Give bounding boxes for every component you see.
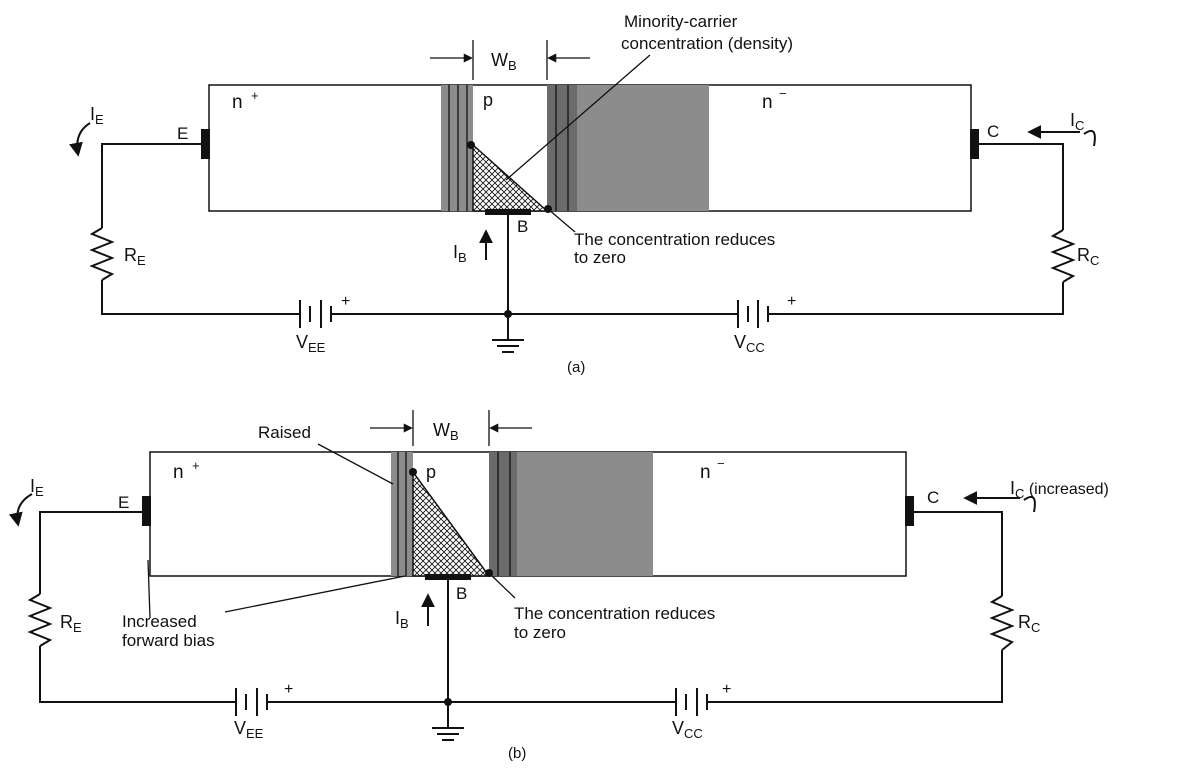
emitter-region-label-b: n bbox=[173, 462, 184, 483]
base-current-b: IB bbox=[395, 608, 409, 631]
density-label-a-line2: concentration (density) bbox=[621, 34, 793, 53]
zero-label-b: The concentration reduces bbox=[514, 604, 715, 623]
collector-contact-a bbox=[970, 129, 979, 159]
vee-label-a: VEE bbox=[296, 332, 326, 355]
emitter-resistor-label-b: RE bbox=[60, 612, 82, 635]
emitter-resistor-label-a: RE bbox=[124, 245, 146, 268]
zero-label-b-line2: to zero bbox=[514, 623, 566, 642]
emitter-terminal-b: E bbox=[118, 493, 129, 512]
emitter-contact-b bbox=[142, 496, 151, 526]
zero-label-a-line2: to zero bbox=[574, 248, 626, 267]
ground-a bbox=[492, 339, 524, 353]
base-contact-a bbox=[485, 209, 531, 215]
panel-b: n + p n − WB Raised The concentration re… bbox=[8, 410, 1109, 762]
svg-text:+: + bbox=[341, 293, 350, 310]
base-width-label-b: WB bbox=[433, 420, 459, 443]
collector-terminal-b: C bbox=[927, 488, 939, 507]
svg-text:+: + bbox=[284, 681, 293, 698]
emitter-region-sup-a: + bbox=[251, 88, 259, 103]
vee-battery-b bbox=[235, 688, 268, 716]
collector-terminal-a: C bbox=[987, 122, 999, 141]
emitter-resistor-b bbox=[27, 593, 53, 647]
raised-label-b: Raised bbox=[258, 423, 311, 442]
base-region-label-a: p bbox=[483, 90, 493, 110]
collector-current-b: IC (increased) bbox=[1010, 478, 1109, 501]
density-label-a: Minority-carrier bbox=[624, 12, 738, 31]
svg-text:+: + bbox=[722, 681, 731, 698]
emitter-current-b: IE bbox=[30, 476, 44, 499]
emitter-terminal-a: E bbox=[177, 124, 188, 143]
base-current-a: IB bbox=[453, 242, 467, 265]
base-width-label-a: WB bbox=[491, 50, 517, 73]
collector-resistor-a bbox=[1050, 229, 1076, 283]
zero-label-a: The concentration reduces bbox=[574, 230, 775, 249]
caption-b: (b) bbox=[508, 745, 526, 762]
collector-region-label-a: n bbox=[762, 92, 773, 113]
collector-resistor-b bbox=[989, 595, 1015, 651]
eb-depletion-b bbox=[391, 452, 413, 576]
collector-current-a: IC bbox=[1070, 110, 1084, 133]
base-contact-b bbox=[425, 574, 471, 580]
svg-text:+: + bbox=[787, 293, 796, 310]
vcc-label-a: VCC bbox=[734, 332, 765, 355]
collector-region-label-b: n bbox=[700, 462, 711, 483]
eb-depletion-a bbox=[441, 85, 473, 211]
emitter-contact-a bbox=[201, 129, 210, 159]
vcc-battery-b bbox=[675, 688, 708, 716]
emitter-region-label-a: n bbox=[232, 92, 243, 113]
bias-label-b: Increased bbox=[122, 612, 197, 631]
emitter-current-a: IE bbox=[90, 104, 104, 127]
base-region-label-b: p bbox=[426, 462, 436, 482]
base-terminal-b: B bbox=[456, 584, 467, 603]
caption-a: (a) bbox=[567, 359, 585, 376]
vcc-battery-a bbox=[737, 300, 769, 328]
collector-region-sup-a: − bbox=[779, 86, 787, 101]
collector-resistor-label-a: RC bbox=[1077, 245, 1099, 268]
svg-text:−: − bbox=[717, 456, 725, 471]
panel-a: n + p n − WB Minority-carrier concentrat… bbox=[69, 12, 1099, 376]
collector-resistor-label-b: RC bbox=[1018, 612, 1040, 635]
svg-text:+: + bbox=[192, 458, 200, 473]
vcc-label-b: VCC bbox=[672, 718, 703, 741]
collector-contact-b bbox=[905, 496, 914, 526]
ground-b bbox=[432, 727, 464, 741]
emitter-resistor-a bbox=[89, 227, 115, 281]
bias-label-b-line2: forward bias bbox=[122, 631, 215, 650]
vee-label-b: VEE bbox=[234, 718, 264, 741]
base-terminal-a: B bbox=[517, 217, 528, 236]
vee-battery-a bbox=[299, 300, 332, 328]
